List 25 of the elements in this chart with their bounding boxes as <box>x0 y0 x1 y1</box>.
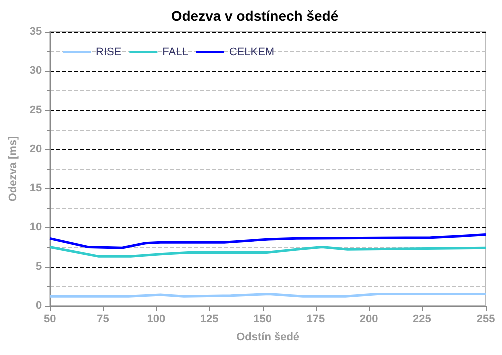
line-series <box>48 234 488 250</box>
x-tick-label: 255 <box>476 314 496 326</box>
y-axis-title: Odezva [ms] <box>8 136 20 202</box>
legend-label: CELKEM <box>229 46 275 58</box>
y-tick-label: 25 <box>30 104 42 116</box>
y-tick-label: 0 <box>36 300 42 312</box>
y-tick-label: 30 <box>30 65 42 78</box>
y-tick-label: 15 <box>30 182 42 195</box>
x-tick-label: 150 <box>254 314 272 326</box>
y-tick-label: 5 <box>36 260 42 273</box>
x-tick-label: 200 <box>360 314 378 326</box>
x-tick-label: 125 <box>200 314 219 326</box>
x-tick-label: 175 <box>306 314 326 326</box>
chart-title: Odezva v odstínech šedé <box>171 8 339 24</box>
legend-label: FALL <box>162 46 188 58</box>
x-axis-title: Odstín šedé <box>236 332 300 344</box>
x-tick-label: 75 <box>97 314 110 326</box>
x-tick-label: 225 <box>413 314 432 326</box>
y-tick-label: 35 <box>30 26 42 38</box>
legend-label: RISE <box>96 46 122 58</box>
y-tick-label: 20 <box>30 143 42 156</box>
y-tick-label: 10 <box>30 222 42 234</box>
line-series <box>48 246 488 258</box>
x-tick-label: 50 <box>44 314 56 326</box>
x-tick-label: 100 <box>147 314 166 326</box>
